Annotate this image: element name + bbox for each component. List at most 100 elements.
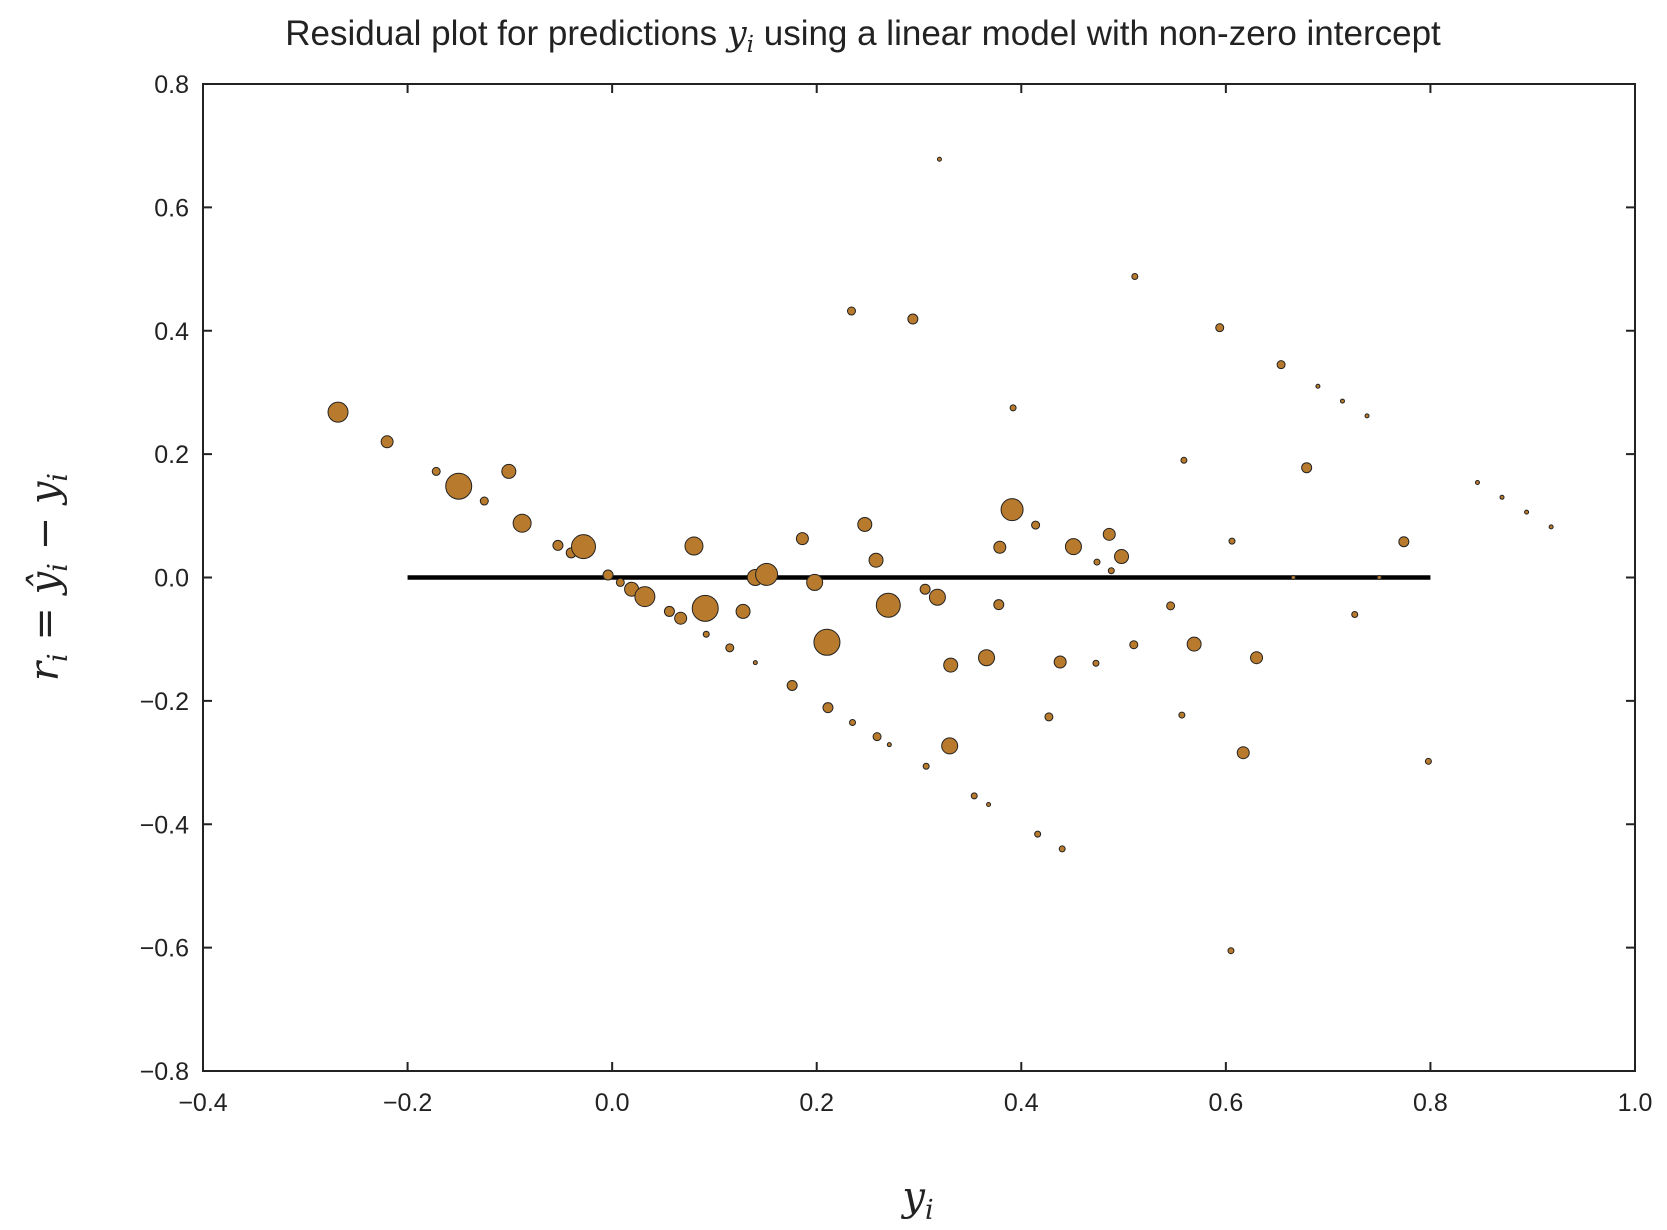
scatter-point bbox=[1102, 527, 1116, 541]
scatter-point bbox=[1227, 947, 1235, 955]
scatter-point bbox=[1129, 640, 1139, 650]
scatter-point bbox=[1107, 567, 1115, 575]
x-tick-label: 0.8 bbox=[1413, 1089, 1448, 1117]
scatter-point bbox=[1276, 360, 1286, 370]
scatter-point bbox=[1009, 404, 1017, 412]
chart-title-suffix: using a linear model with non-zero inter… bbox=[754, 14, 1441, 53]
scatter-point bbox=[1228, 537, 1236, 545]
scatter-point bbox=[928, 588, 946, 606]
scatter-point bbox=[1398, 536, 1410, 548]
scatter-point bbox=[735, 603, 751, 619]
scatter-point bbox=[970, 792, 978, 800]
scatter-point bbox=[1364, 413, 1370, 419]
y-axis-label-r: r bbox=[22, 659, 68, 681]
chart-title-prefix: Residual plot for predictions bbox=[285, 14, 727, 53]
y-axis-label-minus: − bbox=[22, 504, 68, 563]
scatter-point bbox=[602, 569, 614, 581]
scatter-point bbox=[875, 592, 901, 618]
scatter-point bbox=[846, 306, 856, 316]
y-tick-label: −0.8 bbox=[140, 1058, 189, 1086]
scatter-point bbox=[849, 718, 857, 726]
scatter-point bbox=[857, 516, 873, 532]
y-tick-label: 0.8 bbox=[154, 71, 189, 99]
scatter-point bbox=[1092, 659, 1100, 667]
y-tick-label: −0.2 bbox=[140, 688, 189, 716]
scatter-point bbox=[702, 630, 710, 638]
scatter-point bbox=[1131, 272, 1139, 280]
scatter-point bbox=[1215, 323, 1225, 333]
scatter-point bbox=[327, 401, 349, 423]
x-tick-label: 0.0 bbox=[595, 1089, 630, 1117]
scatter-point bbox=[872, 732, 882, 742]
scatter-point bbox=[986, 802, 992, 808]
x-axis-label-sub: i bbox=[925, 1195, 934, 1226]
scatter-point bbox=[691, 594, 719, 622]
y-axis-label: ri = ŷi − yi bbox=[22, 473, 74, 681]
scatter-point bbox=[813, 628, 841, 656]
scatter-point bbox=[512, 513, 532, 533]
scatter-point bbox=[795, 532, 809, 546]
scatter-point bbox=[868, 552, 884, 568]
y-axis-label-eq: = bbox=[22, 594, 68, 653]
scatter-point bbox=[1301, 462, 1313, 474]
scatter-point bbox=[674, 611, 688, 625]
y-tick-label: 0.0 bbox=[154, 565, 189, 593]
scatter-point bbox=[725, 643, 735, 653]
scatter-point bbox=[501, 463, 517, 479]
scatter-point bbox=[919, 583, 931, 595]
y-tick-label: 0.4 bbox=[154, 318, 189, 346]
scatter-point bbox=[993, 540, 1007, 554]
y-tick-label: −0.4 bbox=[140, 811, 189, 839]
scatter-point bbox=[1053, 655, 1067, 669]
scatter-point bbox=[552, 539, 564, 551]
y-tick-label: 0.6 bbox=[154, 194, 189, 222]
scatter-point bbox=[1524, 509, 1530, 515]
scatter-point bbox=[1093, 558, 1101, 566]
scatter-point bbox=[943, 657, 959, 673]
scatter-point bbox=[1031, 520, 1041, 530]
scatter-point bbox=[1058, 845, 1066, 853]
x-axis-ticks: −0.4 −0.2 0.0 0.2 0.4 0.6 0.8 1.0 bbox=[178, 84, 1652, 1117]
scatter-point bbox=[1499, 494, 1505, 500]
scatter-point bbox=[663, 605, 675, 617]
scatter-point bbox=[1376, 575, 1382, 580]
scatter-point bbox=[993, 599, 1005, 611]
scatter-point bbox=[1290, 575, 1296, 580]
scatter-point bbox=[822, 702, 834, 714]
scatter-point bbox=[615, 577, 625, 587]
y-axis-label-yhat: ŷ bbox=[22, 570, 68, 596]
scatter-point bbox=[907, 313, 919, 325]
scatter-point bbox=[571, 534, 597, 560]
y-axis-label-y: y bbox=[22, 480, 68, 506]
scatter-point bbox=[1315, 383, 1321, 389]
scatter-point bbox=[380, 435, 394, 449]
scatter-point bbox=[1178, 711, 1186, 719]
scatter-point bbox=[1166, 601, 1176, 611]
scatter-point bbox=[1351, 611, 1359, 619]
x-tick-label: 0.6 bbox=[1208, 1089, 1243, 1117]
scatter-point bbox=[1474, 480, 1480, 486]
x-tick-label: −0.4 bbox=[178, 1089, 227, 1117]
scatter-point bbox=[445, 472, 473, 500]
x-axis-label: yi bbox=[900, 1174, 933, 1226]
scatter-point bbox=[755, 562, 779, 586]
scatter-point bbox=[1339, 398, 1345, 404]
scatter-point bbox=[1180, 456, 1188, 464]
scatter-point bbox=[752, 660, 758, 666]
y-axis-label-y-sub: i bbox=[43, 473, 74, 482]
scatter-point bbox=[479, 496, 489, 506]
scatter-point bbox=[1236, 746, 1250, 760]
x-tick-label: 0.2 bbox=[799, 1089, 834, 1117]
scatter-point bbox=[806, 573, 824, 591]
scatter-point bbox=[1548, 524, 1554, 530]
scatter-point bbox=[1034, 830, 1042, 838]
y-axis-label-r-sub: i bbox=[43, 653, 74, 662]
scatter-point bbox=[978, 649, 996, 667]
chart-title-sub: i bbox=[747, 32, 754, 58]
y-tick-label: 0.2 bbox=[154, 441, 189, 469]
scatter-points bbox=[327, 156, 1554, 955]
scatter-point bbox=[1114, 549, 1130, 565]
y-tick-label: −0.6 bbox=[140, 935, 189, 963]
scatter-point bbox=[941, 737, 959, 755]
